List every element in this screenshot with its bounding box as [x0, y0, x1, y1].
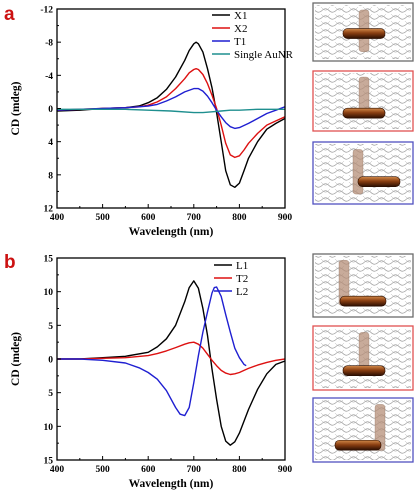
legend-label: L1: [236, 260, 248, 272]
y-tick-label: 0: [48, 105, 53, 115]
legend-label: T2: [236, 273, 248, 285]
x-tick-label: 900: [278, 213, 293, 223]
series-line-single-aunr: [57, 108, 285, 114]
chart-panel-b: 400 500 600 700 800 900 15 10 5 0 5 10 15 Wavelength …: [10, 255, 292, 491]
gold-nanorod: [357, 176, 401, 188]
schematic-column-a: [312, 2, 414, 205]
x-tick-label: 800: [232, 465, 247, 475]
y-tick-label: 5: [48, 322, 53, 332]
y-tick-label: 8: [48, 171, 53, 181]
x-axis-title: Wavelength (nm): [129, 478, 214, 490]
schematic-box-border: [312, 2, 414, 62]
y-tick-label: 0: [48, 356, 53, 366]
faint-nanorod: [352, 149, 364, 195]
schematic-l-shape-icon: [312, 253, 414, 318]
x-tick-label: 800: [232, 213, 247, 223]
y-tick-label: -12: [40, 6, 53, 16]
x-tick-label: 700: [187, 465, 202, 475]
y-axis-title: CD (mdeg): [10, 332, 22, 386]
schematic-t-shape-icon: [312, 325, 414, 391]
schematic-box-border: [312, 325, 414, 391]
legend-label: L2: [236, 286, 248, 298]
schematic-box-border: [312, 141, 414, 205]
chart-panel-a: 400 500 600 700 800 900 -12 -8 -4 0 4 8 12 Wavelength…: [10, 6, 294, 239]
x-tick-label: 900: [278, 465, 293, 475]
y-tick-label: 12: [44, 205, 54, 215]
gold-nanorod: [342, 28, 386, 39]
panel-letter-a: a: [4, 4, 15, 25]
schematic-box-border: [312, 397, 414, 463]
y-tick-label: 15: [44, 255, 54, 265]
legend-label: Single AuNR: [234, 49, 294, 61]
x-tick-label: 600: [141, 465, 156, 475]
gold-nanorod: [342, 365, 386, 376]
y-tick-label: -4: [45, 72, 53, 82]
series-line-l1: [57, 280, 285, 446]
x-tick-label: 400: [50, 465, 65, 475]
x-axis-title: Wavelength (nm): [129, 226, 214, 238]
x-tick-label: 500: [95, 465, 110, 475]
series-line-l2: [57, 286, 247, 417]
y-tick-label: 4: [48, 138, 53, 148]
schematic-reversed-l-icon: [312, 397, 414, 463]
y-tick-label: 15: [44, 457, 54, 467]
schematic-cross-icon: [312, 2, 414, 62]
series-line-x1: [57, 41, 285, 188]
panel-letter-b: b: [4, 252, 16, 273]
faint-nanorod: [374, 404, 386, 451]
schematic-column-b: [312, 253, 414, 463]
legend-label: X2: [234, 23, 247, 35]
legend-label: X1: [234, 10, 247, 22]
schematic-box-border: [312, 253, 414, 318]
x-tick-label: 400: [50, 213, 65, 223]
y-tick-label: -8: [45, 39, 53, 49]
schematic-box-border: [312, 70, 414, 132]
schematic-t-shape-icon: [312, 70, 414, 132]
gold-nanorod: [334, 439, 382, 451]
x-tick-label: 600: [141, 213, 156, 223]
schematic-offset-t-icon: [312, 141, 414, 205]
y-axis-title: CD (mdeg): [10, 81, 22, 135]
series-line-t2: [57, 341, 285, 376]
series-line-x2: [57, 68, 285, 159]
y-tick-label: 10: [44, 288, 54, 298]
gold-nanorod: [339, 295, 387, 307]
y-tick-label: 10: [44, 423, 54, 433]
x-tick-label: 500: [95, 213, 110, 223]
gold-nanorod: [342, 107, 386, 119]
x-tick-label: 700: [187, 213, 202, 223]
y-tick-label: 5: [48, 389, 53, 399]
legend-label: T1: [234, 36, 246, 48]
series-line-t1: [57, 87, 285, 130]
